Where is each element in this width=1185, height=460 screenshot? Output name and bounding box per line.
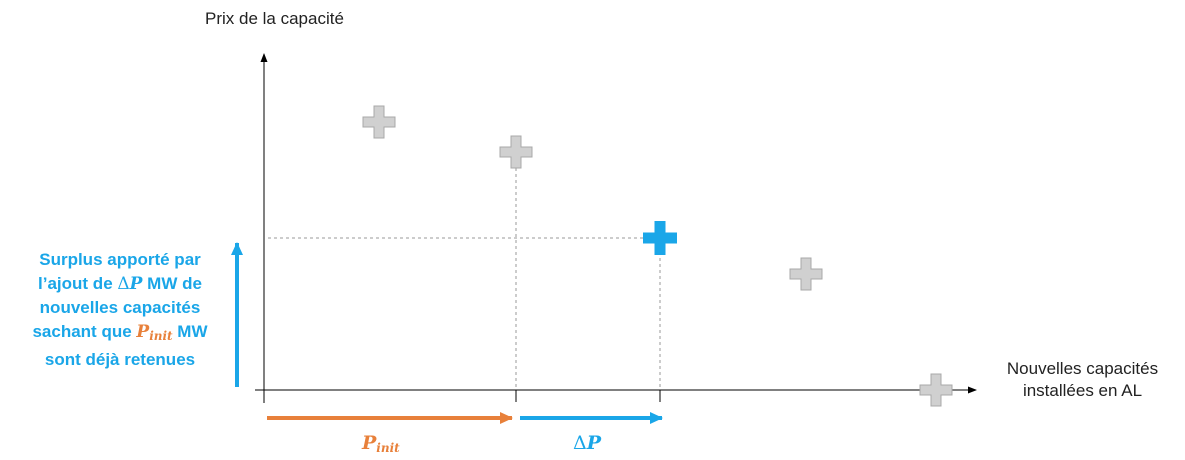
surplus-line: Surplus apporté par: [39, 250, 201, 269]
blue-cross-marker: [643, 221, 677, 255]
pinit-label: Pinit: [362, 432, 400, 455]
gray-cross-marker: [919, 373, 953, 407]
surplus-line: sont déjà retenues: [44, 350, 196, 369]
gray-cross-marker: [789, 257, 823, 291]
x-axis-title-line1: Nouvelles capacités: [1006, 359, 1159, 378]
gray-cross-marker: [499, 135, 533, 169]
delta-p-label: ΔP: [573, 432, 602, 454]
y-axis-title: Prix de la capacité: [205, 9, 344, 28]
surplus-line: l’ajout de ΔP MW de: [38, 273, 202, 294]
surplus-line: sachant que Pinit MW: [32, 321, 208, 343]
gray-cross-marker: [362, 105, 396, 139]
x-axis-title: Nouvelles capacités installées en AL: [995, 358, 1170, 402]
surplus-line: nouvelles capacités: [39, 298, 201, 317]
x-axis-title-line2: installées en AL: [1022, 381, 1143, 400]
surplus-annotation: Surplus apporté par l’ajout de ΔP MW de …: [10, 248, 230, 372]
